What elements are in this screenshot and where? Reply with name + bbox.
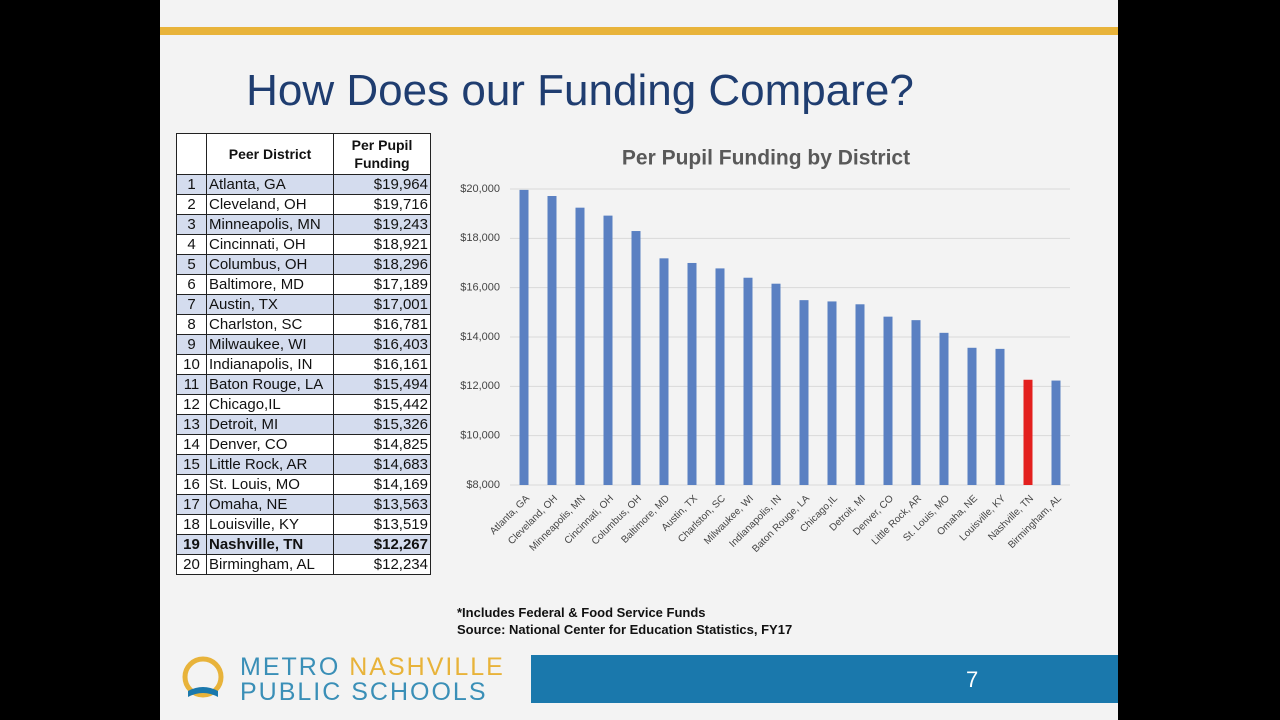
table-cell: $16,781 <box>333 314 431 335</box>
funding-table: Peer District Per Pupil Funding 1 Atlanta… <box>176 133 431 575</box>
bar <box>659 258 669 485</box>
table-cell: $15,326 <box>333 414 431 435</box>
table-row: 6 Baltimore, MD $17,189 <box>176 274 431 295</box>
table-row: 17 Omaha, NE $13,563 <box>176 494 431 515</box>
bar <box>575 207 585 485</box>
y-tick-label: $18,000 <box>460 232 500 244</box>
y-tick-label: $8,000 <box>466 479 500 491</box>
slide-title: How Does our Funding Compare? <box>246 66 914 115</box>
table-row: 5 Columbus, OH $18,296 <box>176 254 431 275</box>
bar <box>967 347 977 485</box>
bar <box>883 316 893 485</box>
table-row: 11 Baton Rouge, LA $15,494 <box>176 374 431 395</box>
table-cell: 13 <box>176 414 207 435</box>
table-cell: 20 <box>176 554 207 575</box>
table-cell: 16 <box>176 474 207 495</box>
bar <box>995 348 1005 485</box>
bar <box>855 304 865 485</box>
table-row: 2 Cleveland, OH $19,716 <box>176 194 431 215</box>
bar <box>715 268 725 485</box>
table-cell: $17,001 <box>333 294 431 315</box>
table-cell: 17 <box>176 494 207 515</box>
logo-word: NASHVILLE <box>349 653 505 681</box>
bar <box>911 320 921 485</box>
table-cell: Detroit, MI <box>206 414 334 435</box>
slide: How Does our Funding Compare? Peer Distr… <box>160 0 1118 720</box>
y-tick-label: $16,000 <box>460 282 500 294</box>
x-tick-label: Milwaukee, WI <box>702 493 756 547</box>
table-cell: $19,964 <box>333 174 431 195</box>
table-cell: $13,563 <box>333 494 431 515</box>
table-row: 14 Denver, CO $14,825 <box>176 434 431 455</box>
bar <box>1051 380 1061 485</box>
bar <box>743 277 753 485</box>
table-row: 20 Birmingham, AL $12,234 <box>176 554 431 575</box>
footnote: Source: National Center for Education St… <box>457 622 793 637</box>
table-row: 10 Indianapolis, IN $16,161 <box>176 354 431 375</box>
table-cell: Birmingham, AL <box>206 554 334 575</box>
accent-bar <box>160 27 1118 35</box>
logo-icon <box>182 656 224 698</box>
table-cell: $14,683 <box>333 454 431 475</box>
header-cell: Per Pupil Funding <box>333 133 431 175</box>
table-cell: Austin, TX <box>206 294 334 315</box>
table-cell: $19,716 <box>333 194 431 215</box>
bar <box>547 196 557 485</box>
table-cell: Denver, CO <box>206 434 334 455</box>
bar <box>1023 379 1033 485</box>
bar <box>631 231 641 485</box>
footnote: *Includes Federal & Food Service Funds <box>457 605 706 620</box>
table-row: 13 Detroit, MI $15,326 <box>176 414 431 435</box>
table-row: 7 Austin, TX $17,001 <box>176 294 431 315</box>
bar <box>939 332 949 485</box>
table-cell: $14,825 <box>333 434 431 455</box>
bar <box>827 301 837 485</box>
table-row: 3 Minneapolis, MN $19,243 <box>176 214 431 235</box>
footer-band <box>531 655 1118 703</box>
bar <box>603 215 613 485</box>
bar <box>519 189 529 485</box>
table-cell: Columbus, OH <box>206 254 334 275</box>
table-cell: Omaha, NE <box>206 494 334 515</box>
logo-text: METRO NASHVILLE PUBLIC SCHOOLS <box>240 655 505 705</box>
logo-word: METRO <box>240 653 341 681</box>
table-row: 4 Cincinnati, OH $18,921 <box>176 234 431 255</box>
table-row: 16 St. Louis, MO $14,169 <box>176 474 431 495</box>
table-cell: $17,189 <box>333 274 431 295</box>
table-cell: St. Louis, MO <box>206 474 334 495</box>
chart: Per Pupil Funding by District $8,000 $10,… <box>460 147 1070 555</box>
logo-word: PUBLIC SCHOOLS <box>240 678 488 706</box>
page-number: 7 <box>966 667 979 692</box>
bar <box>799 300 809 485</box>
y-tick-label: $10,000 <box>460 430 500 442</box>
table-row: 9 Milwaukee, WI $16,403 <box>176 334 431 355</box>
table-cell: Charlston, SC <box>206 314 334 335</box>
bar <box>771 283 781 485</box>
y-tick-label: $12,000 <box>460 380 500 392</box>
table-cell: $12,234 <box>333 554 431 575</box>
x-tick-label: Cincinnati, OH <box>563 493 616 546</box>
table-cell: Minneapolis, MN <box>206 214 334 235</box>
bar <box>687 262 697 485</box>
table-cell: $12,267 <box>333 534 431 555</box>
table-cell: $18,296 <box>333 254 431 275</box>
table-cell: $18,921 <box>333 234 431 255</box>
table-cell: Chicago,IL <box>206 394 334 415</box>
chart-title: Per Pupil Funding by District <box>622 147 910 170</box>
table-row: 8 Charlston, SC $16,781 <box>176 314 431 335</box>
table-cell: Baton Rouge, LA <box>206 374 334 395</box>
header-row: Peer District Per Pupil Funding <box>176 133 431 175</box>
x-tick-label: Cleveland, OH <box>506 493 560 547</box>
table-row: 12 Chicago,IL $15,442 <box>176 394 431 415</box>
y-tick-label: $20,000 <box>460 183 500 195</box>
table-row: 1 Atlanta, GA $19,964 <box>176 174 431 195</box>
y-tick-label: $14,000 <box>460 331 500 343</box>
